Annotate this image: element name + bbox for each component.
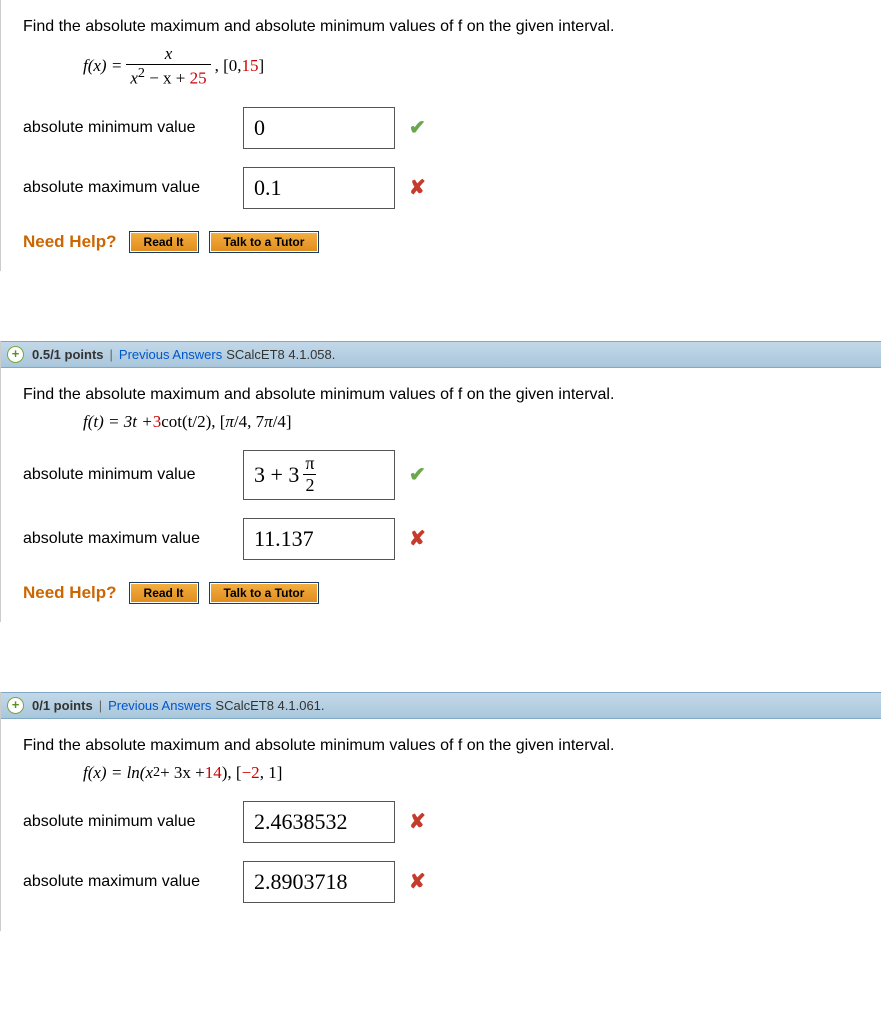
q2-pi1: π [225, 412, 234, 432]
previous-answers-link[interactable]: Previous Answers [108, 698, 211, 713]
q3-source: SCalcET8 4.1.061. [215, 698, 324, 713]
q3-pre: f(x) = ln(x [83, 763, 153, 783]
cross-icon: ✘ [409, 175, 426, 200]
q3-min-row: absolute minimum value 2.4638532 ✘ [23, 801, 859, 843]
q1-lhs: f(x) = [83, 56, 122, 76]
q2-points: 0.5/1 points [32, 347, 104, 362]
q2-mid: cot(t/2), [ [161, 412, 225, 432]
q2-header: + 0.5/1 points | Previous Answers SCalcE… [1, 341, 881, 368]
check-icon: ✔ [409, 115, 426, 140]
q2-frac1: /4, 7 [234, 412, 264, 432]
q1-min-input[interactable]: 0 [243, 107, 395, 149]
q1-formula: f(x) = x x2 − x + 25 , [0, 15 ] [83, 44, 859, 89]
q1-interval-post: ] [259, 56, 265, 76]
q2-formula: f(t) = 3t + 3 cot(t/2), [ π /4, 7 π /4] [83, 412, 859, 432]
talk-tutor-button[interactable]: Talk to a Tutor [209, 231, 320, 253]
q3-neg: −2 [242, 763, 260, 783]
q2-pi2: π [264, 412, 273, 432]
question-2-body: Find the absolute maximum and absolute m… [1, 368, 881, 622]
q1-max-row: absolute maximum value 0.1 ✘ [23, 167, 859, 209]
q2-min-input[interactable]: 3 + 3 π 2 [243, 450, 395, 500]
q1-prompt: Find the absolute maximum and absolute m… [23, 18, 859, 36]
q1-interval-pre: , [0, [215, 56, 242, 76]
q2-max-input[interactable]: 11.137 [243, 518, 395, 560]
q1-den: x2 − x + 25 [126, 64, 210, 89]
separator: | [99, 698, 102, 713]
q3-min-input[interactable]: 2.4638532 [243, 801, 395, 843]
read-it-button[interactable]: Read It [129, 231, 199, 253]
q1-help-row: Need Help? Read It Talk to a Tutor [23, 231, 859, 253]
q1-max-input[interactable]: 0.1 [243, 167, 395, 209]
expand-icon[interactable]: + [7, 697, 24, 714]
separator: | [110, 347, 113, 362]
q1-min-row: absolute minimum value 0 ✔ [23, 107, 859, 149]
q3-interval-pre: ), [ [222, 763, 242, 783]
talk-tutor-button[interactable]: Talk to a Tutor [209, 582, 320, 604]
question-1-body: Find the absolute maximum and absolute m… [1, 0, 881, 271]
q2-prompt: Find the absolute maximum and absolute m… [23, 386, 859, 404]
q1-interval-red: 15 [242, 56, 259, 76]
q2-post: /4] [273, 412, 292, 432]
q2-red: 3 [153, 412, 162, 432]
read-it-button[interactable]: Read It [129, 582, 199, 604]
question-1: Find the absolute maximum and absolute m… [0, 0, 881, 271]
expand-icon[interactable]: + [7, 346, 24, 363]
cross-icon: ✘ [409, 869, 426, 894]
q2-min-frac: π 2 [303, 453, 316, 496]
q3-red: 14 [205, 763, 222, 783]
q2-help-row: Need Help? Read It Talk to a Tutor [23, 582, 859, 604]
q1-min-label: absolute minimum value [23, 119, 243, 137]
q3-prompt: Find the absolute maximum and absolute m… [23, 737, 859, 755]
question-3: + 0/1 points | Previous Answers SCalcET8… [0, 692, 881, 931]
previous-answers-link[interactable]: Previous Answers [119, 347, 222, 362]
q2-source: SCalcET8 4.1.058. [226, 347, 335, 362]
cross-icon: ✘ [409, 809, 426, 834]
q1-max-label: absolute maximum value [23, 179, 243, 197]
q2-pre: f(t) = 3t + [83, 412, 153, 432]
q3-points: 0/1 points [32, 698, 93, 713]
q3-interval-post: , 1] [260, 763, 283, 783]
q3-max-row: absolute maximum value 2.8903718 ✘ [23, 861, 859, 903]
q2-max-label: absolute maximum value [23, 530, 243, 548]
question-3-body: Find the absolute maximum and absolute m… [1, 719, 881, 931]
check-icon: ✔ [409, 462, 426, 487]
q2-min-row: absolute minimum value 3 + 3 π 2 ✔ [23, 450, 859, 500]
q3-formula: f(x) = ln(x2 + 3x + 14 ), [ −2 , 1] [83, 763, 859, 783]
q2-max-row: absolute maximum value 11.137 ✘ [23, 518, 859, 560]
q1-fraction: x x2 − x + 25 [126, 44, 210, 89]
q3-max-input[interactable]: 2.8903718 [243, 861, 395, 903]
q3-max-label: absolute maximum value [23, 873, 243, 891]
cross-icon: ✘ [409, 526, 426, 551]
q2-min-label: absolute minimum value [23, 466, 243, 484]
q3-mid: + 3x + [160, 763, 205, 783]
q3-min-label: absolute minimum value [23, 813, 243, 831]
need-help-label: Need Help? [23, 232, 117, 252]
q1-num: x [161, 44, 177, 64]
q3-header: + 0/1 points | Previous Answers SCalcET8… [1, 692, 881, 719]
question-2: + 0.5/1 points | Previous Answers SCalcE… [0, 341, 881, 622]
need-help-label: Need Help? [23, 583, 117, 603]
